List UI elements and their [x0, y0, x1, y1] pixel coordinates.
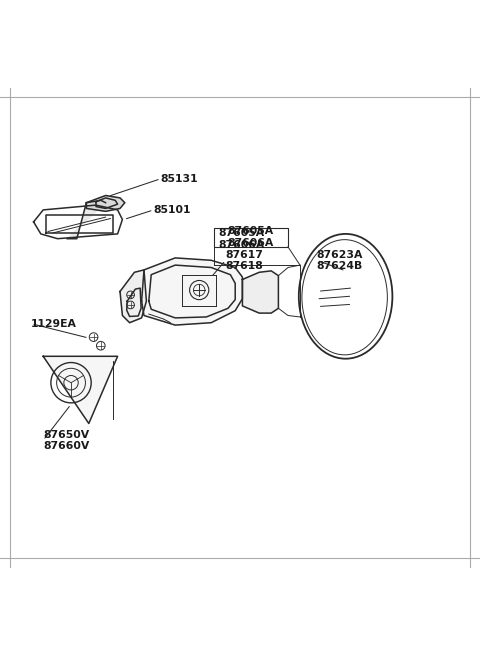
- Polygon shape: [242, 271, 278, 313]
- Polygon shape: [142, 258, 242, 325]
- Polygon shape: [86, 195, 125, 212]
- Text: 87623A
87624B: 87623A 87624B: [317, 250, 363, 271]
- Text: 87617
87618: 87617 87618: [226, 250, 264, 271]
- Text: 85131: 85131: [161, 174, 198, 183]
- Text: 87650V
87660V: 87650V 87660V: [43, 430, 89, 451]
- Polygon shape: [120, 270, 146, 323]
- Polygon shape: [43, 356, 118, 424]
- Text: 87605A
87606A: 87605A 87606A: [218, 228, 264, 250]
- Bar: [214, 228, 288, 247]
- Text: 1129EA: 1129EA: [31, 319, 77, 329]
- Polygon shape: [67, 200, 106, 238]
- Text: 85101: 85101: [154, 205, 191, 215]
- Text: 87605A
87606A: 87605A 87606A: [228, 227, 274, 248]
